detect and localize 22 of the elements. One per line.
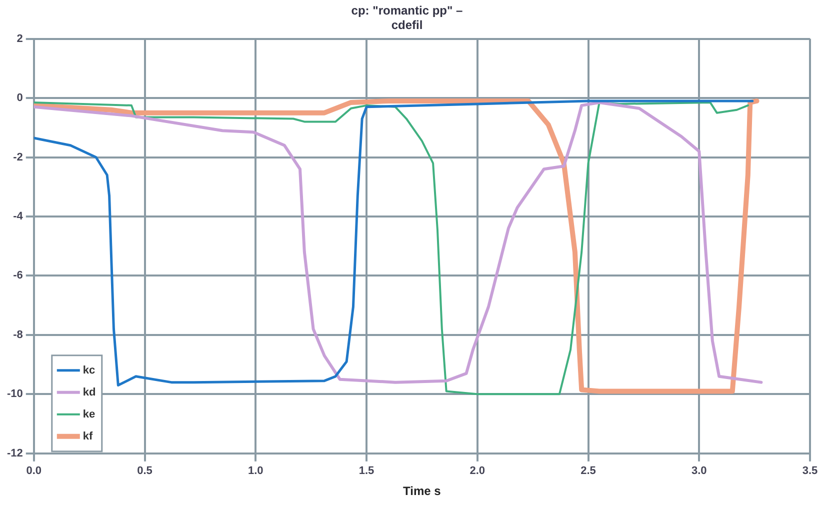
legend-label: kf bbox=[82, 430, 94, 442]
chart-title: cp: "romantic pp" – cdefil bbox=[351, 4, 464, 32]
x-tick-label: 3.5 bbox=[802, 465, 818, 478]
x-tick-label: 0.5 bbox=[137, 465, 152, 478]
x-tick-label: 0.0 bbox=[26, 465, 42, 478]
y-tick-label: 2 bbox=[16, 32, 23, 45]
y-tick-label: -8 bbox=[13, 328, 23, 341]
y-tick-label: 0 bbox=[16, 92, 23, 104]
y-tick-label: -12 bbox=[6, 447, 23, 460]
x-tick-label: 1.0 bbox=[248, 465, 264, 478]
y-tick-label: -4 bbox=[13, 210, 24, 223]
x-tick-label: 3.0 bbox=[691, 465, 707, 478]
legend-label: kd bbox=[82, 386, 96, 398]
x-axis-title: Time s bbox=[403, 484, 442, 498]
x-tick-label: 2.5 bbox=[580, 465, 596, 478]
x-tick-label: 2.0 bbox=[470, 465, 486, 478]
legend-label: ke bbox=[82, 408, 96, 420]
x-tick-label: 1.5 bbox=[358, 465, 374, 478]
y-tick-label: -2 bbox=[13, 151, 23, 164]
y-tick-label: -6 bbox=[13, 270, 23, 282]
y-tick-label: -10 bbox=[6, 388, 23, 400]
legend-label: kc bbox=[82, 364, 96, 376]
